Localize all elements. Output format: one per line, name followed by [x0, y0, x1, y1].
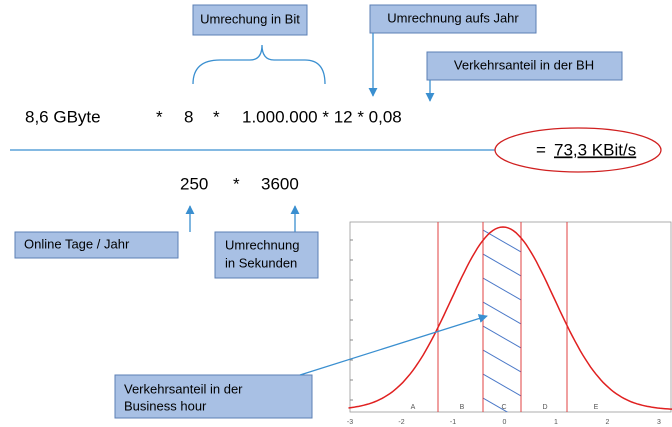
- region-label: C: [501, 404, 506, 411]
- hatch-line: [483, 325, 521, 349]
- denominator-term: 3600: [261, 174, 299, 193]
- result-ellipse: [494, 127, 662, 173]
- hatching: [483, 229, 521, 412]
- annotation: Umrechung in Bit: [200, 11, 300, 26]
- annotation: Umrechnung aufs Jahr: [387, 10, 519, 25]
- annotation-box: [369, 4, 537, 34]
- numerator-term: *: [213, 107, 220, 126]
- region-label: D: [542, 404, 547, 411]
- hatch-line: [483, 301, 521, 325]
- denominator-term: 250: [180, 174, 208, 193]
- hatch-line: [483, 397, 509, 412]
- axis-label: 2: [606, 419, 610, 426]
- axis-label: -3: [347, 419, 353, 426]
- brace: [192, 44, 326, 85]
- arrow: [299, 314, 488, 376]
- annotation: Verkehrsanteil in der BH: [454, 57, 594, 72]
- hatch-line: [483, 277, 521, 301]
- numerator-term: 8: [184, 107, 193, 126]
- annotation-box: [114, 374, 313, 419]
- annotation: in Sekunden: [225, 255, 297, 270]
- annotation-box: [426, 51, 623, 81]
- numerator-term: 1.000.000 * 12 * 0,08: [242, 107, 402, 126]
- plot-frame: [349, 221, 672, 413]
- axis-label: 1: [554, 419, 558, 426]
- region-label: A: [411, 404, 416, 411]
- axis-label: -2: [398, 419, 404, 426]
- numerator-term: 8,6 GByte: [25, 107, 101, 126]
- result: 73,3 KBit/s: [554, 140, 636, 159]
- denominator-term: *: [233, 174, 240, 193]
- hatch-line: [483, 349, 521, 373]
- annotation: Online Tage / Jahr: [24, 236, 130, 251]
- annotation: Verkehrsanteil in der: [124, 381, 243, 396]
- annotation: Business hour: [124, 398, 207, 413]
- axis-label: -1: [450, 419, 456, 426]
- numerator-term: *: [156, 107, 163, 126]
- axis-label: 3: [657, 419, 661, 426]
- distribution-image: A B C D E -3 -2 -1 0 1 2 3: [347, 221, 672, 426]
- result-prefix: =: [536, 140, 546, 159]
- hatch-line: [483, 253, 521, 277]
- region-label: E: [594, 404, 599, 411]
- region-label: B: [460, 404, 465, 411]
- annotation-box: [14, 231, 179, 259]
- annotation: Umrechnung: [225, 237, 299, 252]
- annotation-box: [192, 4, 308, 36]
- axis-label: 0: [503, 419, 507, 426]
- hatch-line: [483, 373, 521, 397]
- normal-curve: [348, 226, 672, 410]
- annotation-box: [214, 231, 319, 279]
